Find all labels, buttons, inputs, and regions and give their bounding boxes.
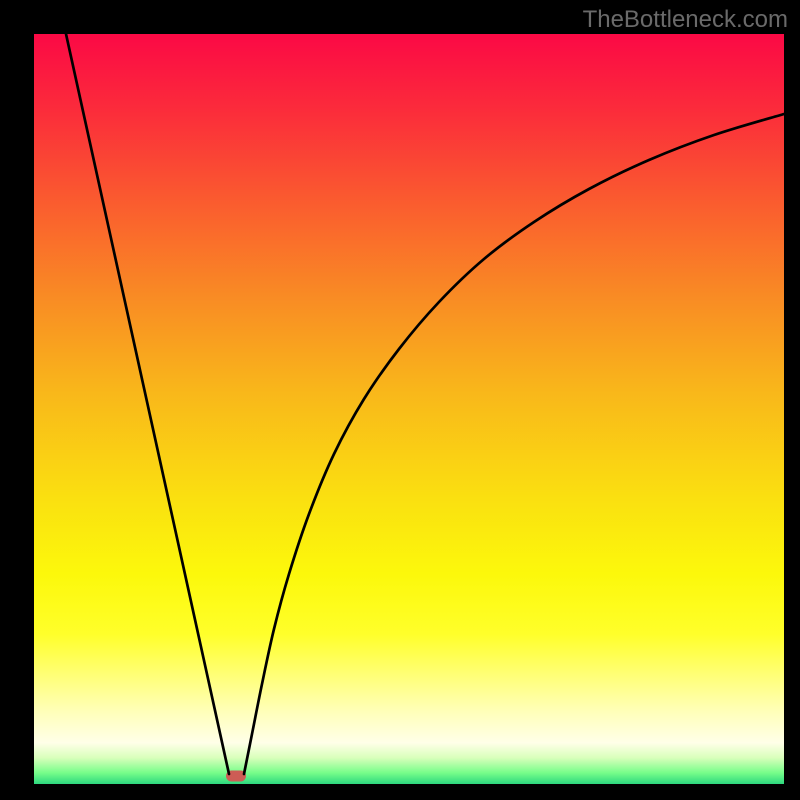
chart-background <box>34 34 784 784</box>
bottleneck-chart <box>34 34 784 784</box>
watermark-text: TheBottleneck.com <box>583 6 788 34</box>
